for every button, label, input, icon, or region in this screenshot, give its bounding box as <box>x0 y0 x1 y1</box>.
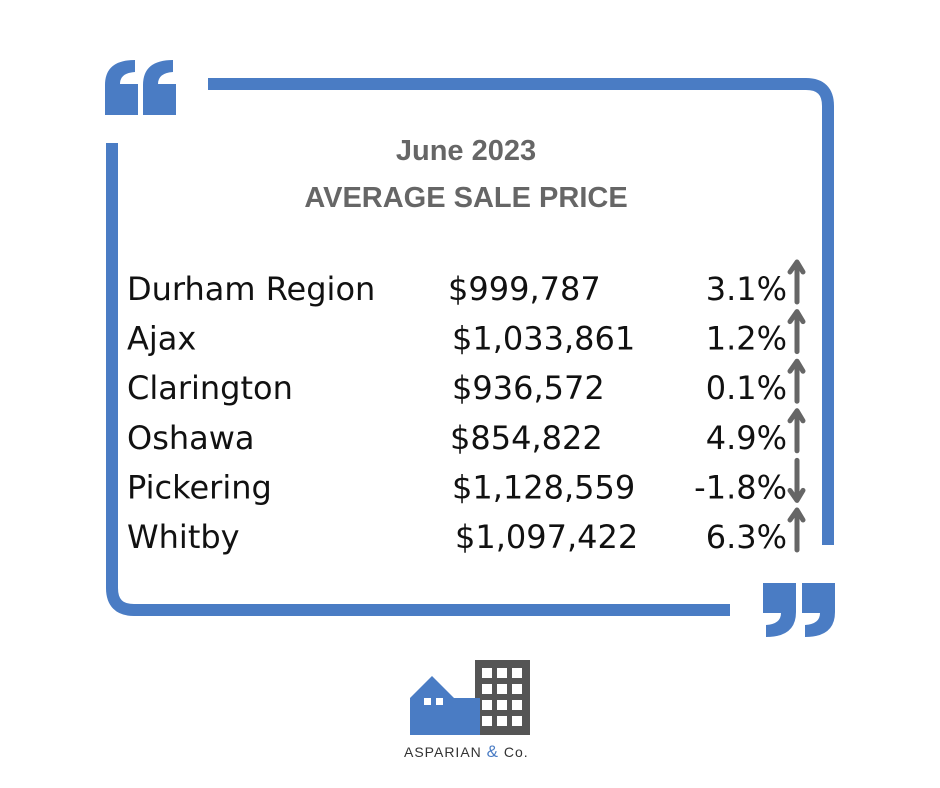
subtitle: AVERAGE SALE PRICE <box>304 182 627 214</box>
change: 6.3% <box>706 518 787 556</box>
region: Oshawa <box>127 419 255 457</box>
region: Whitby <box>127 518 240 556</box>
logo-house <box>410 676 480 735</box>
change: 4.9% <box>706 419 787 457</box>
logo-house-window <box>436 698 443 705</box>
price: $1,128,559 <box>452 468 635 506</box>
open-quote <box>105 60 176 115</box>
change: -1.8% <box>694 468 787 506</box>
change: 3.1% <box>706 270 787 308</box>
frame <box>106 78 834 616</box>
change: 0.1% <box>706 369 787 407</box>
close-quote <box>763 583 835 637</box>
logo-amp: & <box>487 742 499 761</box>
logo: ASPARIAN & Co. <box>404 660 530 761</box>
region: Ajax <box>127 320 196 358</box>
quote-mark <box>763 583 796 637</box>
change: 1.2% <box>706 320 787 358</box>
trend-arrow <box>787 507 806 553</box>
quote-mark <box>802 583 835 637</box>
logo-windows <box>482 668 522 726</box>
price: $854,822 <box>450 419 603 457</box>
price: $936,572 <box>452 369 605 407</box>
frame-bottom-left <box>106 143 730 616</box>
logo-suffix: Co. <box>504 744 529 760</box>
price: $999,787 <box>448 270 601 308</box>
region: Pickering <box>127 468 272 506</box>
frame-top-right <box>208 78 834 545</box>
logo-house-window <box>424 698 431 705</box>
region: Clarington <box>127 369 293 407</box>
quote-mark <box>143 60 176 115</box>
price: $1,097,422 <box>455 518 638 556</box>
price-table: Durham Region $999,787 3.1% Ajax $1,033,861 1… <box>127 259 806 556</box>
trend-arrow <box>787 358 806 404</box>
region: Durham Region <box>127 270 375 308</box>
quote-mark <box>105 60 138 115</box>
trend-arrow <box>787 457 806 503</box>
title: June 2023 <box>396 135 536 167</box>
price: $1,033,861 <box>452 320 635 358</box>
trend-arrow <box>787 309 806 355</box>
trend-arrow <box>787 259 806 305</box>
logo-name: ASPARIAN <box>404 744 482 760</box>
logo-text: ASPARIAN & Co. <box>404 742 529 761</box>
trend-arrow <box>787 408 806 454</box>
